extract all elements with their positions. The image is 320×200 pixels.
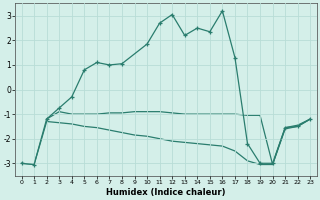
X-axis label: Humidex (Indice chaleur): Humidex (Indice chaleur)	[106, 188, 226, 197]
